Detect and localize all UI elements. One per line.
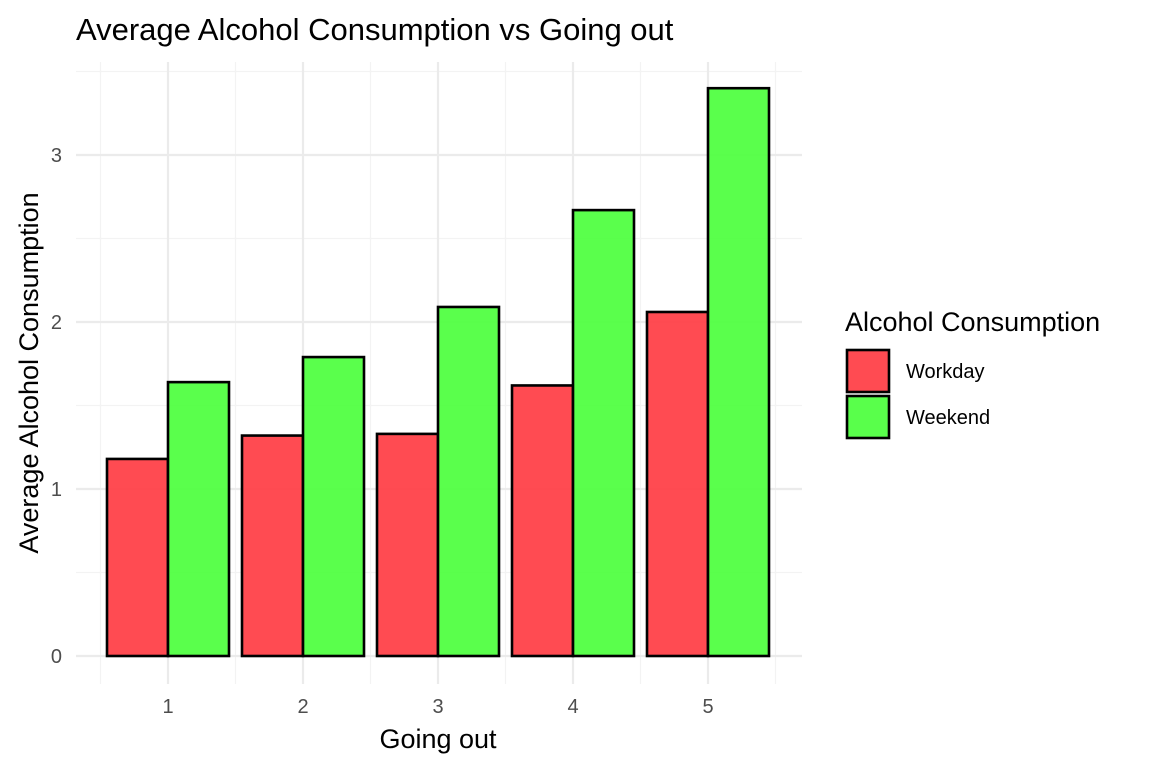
bar-weekend-3 [436, 305, 501, 658]
x-tick-label: 5 [702, 696, 713, 718]
bar-weekend-1 [166, 380, 231, 658]
bar-workday-5 [645, 310, 710, 658]
bar-weekend-4 [571, 208, 636, 658]
x-tick-labels: 1 2 3 4 5 [162, 696, 713, 718]
bar-workday-4 [510, 384, 575, 658]
y-tick-label: 2 [51, 312, 62, 334]
legend: Alcohol Consumption Workday Weekend [845, 307, 1100, 440]
legend-key-workday [845, 348, 891, 394]
bar-weekend-2 [301, 355, 366, 658]
bar-workday-2 [240, 434, 305, 658]
bars [105, 86, 771, 658]
bar-workday-1 [105, 457, 170, 658]
y-tick-labels: 0 1 2 3 [51, 145, 62, 668]
chart-title: Average Alcohol Consumption vs Going out [76, 12, 674, 47]
y-tick-label: 3 [51, 145, 62, 167]
legend-title: Alcohol Consumption [845, 307, 1100, 337]
x-tick-label: 4 [567, 696, 578, 718]
x-tick-label: 2 [297, 696, 308, 718]
legend-label-weekend: Weekend [906, 407, 990, 429]
x-tick-label: 3 [432, 696, 443, 718]
x-axis-title: Going out [379, 724, 497, 754]
y-tick-label: 0 [51, 646, 62, 668]
y-axis-title: Average Alcohol Consumption [14, 192, 44, 553]
legend-label-workday: Workday [906, 361, 985, 383]
bar-workday-3 [375, 432, 440, 658]
bar-weekend-5 [706, 86, 771, 658]
legend-key-weekend [845, 394, 891, 440]
y-tick-label: 1 [51, 479, 62, 501]
x-tick-label: 1 [162, 696, 173, 718]
